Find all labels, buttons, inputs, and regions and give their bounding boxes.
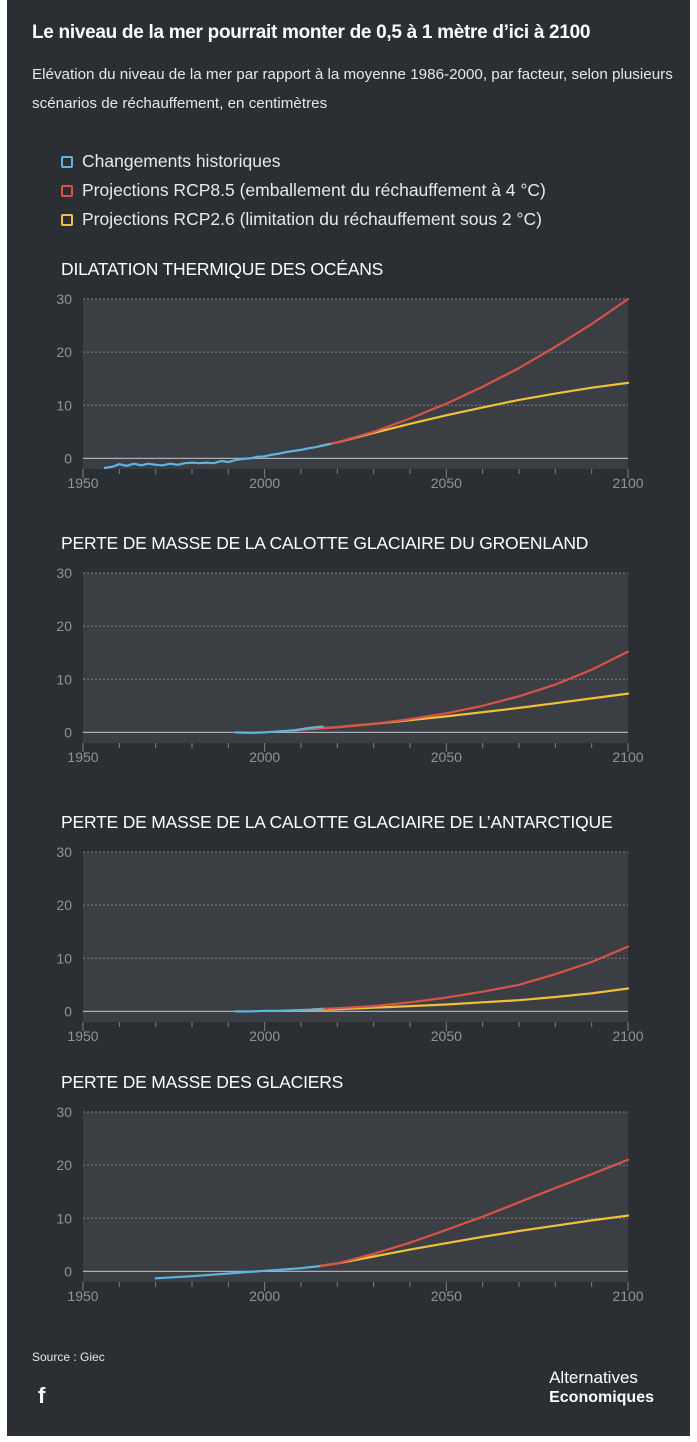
series-line-rcp26 (292, 987, 630, 1012)
y-tick-label: 0 (64, 450, 72, 466)
series-line-rcp85 (292, 945, 630, 1012)
infographic-frame: Le niveau de la mer pourrait monter de 0… (7, 0, 690, 1436)
y-tick-label: 10 (56, 1210, 72, 1226)
legend-swatch-historical (61, 155, 73, 168)
series-line-rcp85 (318, 297, 630, 448)
chart-title-glaciers: PERTE DE MASSE DES GLACIERS (61, 1072, 344, 1092)
series-line-historical (154, 1265, 321, 1280)
y-tick-label: 20 (56, 1157, 72, 1173)
logo: Alternatives Economiques (549, 1368, 654, 1408)
plot-area (83, 299, 628, 469)
x-tick-label: 1950 (67, 1028, 98, 1044)
x-tick-label: 2050 (431, 749, 462, 765)
plot-area (83, 852, 628, 1022)
x-tick-label: 1950 (67, 749, 98, 765)
y-tick-label: 10 (56, 397, 72, 413)
legend-item-rcp26: Projections RCP2.6 (limitation du réchau… (61, 205, 546, 234)
x-tick-label: 2050 (431, 1288, 462, 1304)
y-tick-label: 30 (56, 1104, 72, 1120)
legend-swatch-rcp26 (61, 213, 73, 226)
y-tick-label: 30 (56, 291, 72, 307)
series-line-historical (234, 725, 324, 734)
chart-title-greenland: PERTE DE MASSE DE LA CALOTTE GLACIAIRE D… (61, 533, 589, 553)
plot-area (83, 573, 628, 743)
x-tick-label: 1950 (67, 1288, 98, 1304)
chart-title-thermal: DILATATION THERMIQUE DES OCÉANS (61, 259, 384, 279)
legend: Changements historiques Projections RCP8… (61, 147, 546, 234)
page-subtitle: Elévation du niveau de la mer par rappor… (32, 66, 673, 112)
source-note: Source : Giec (32, 1350, 105, 1364)
y-tick-label: 10 (56, 950, 72, 966)
series-line-historical (234, 1007, 324, 1013)
y-tick-label: 0 (64, 724, 72, 740)
y-tick-label: 20 (56, 897, 72, 913)
y-tick-label: 30 (56, 844, 72, 860)
logo-line-2: Economiques (549, 1389, 654, 1406)
series-line-historical (103, 442, 332, 469)
logo-line-1: Alternatives (549, 1368, 638, 1387)
y-tick-label: 10 (56, 671, 72, 687)
series-line-rcp26 (318, 1214, 630, 1268)
chart-title-antarctic: PERTE DE MASSE DE LA CALOTTE GLACIAIRE D… (61, 812, 613, 832)
legend-swatch-rcp85 (61, 184, 73, 197)
plot-area (83, 1112, 628, 1282)
x-tick-label: 2000 (249, 1288, 280, 1304)
chart-thermal: 0 10 20 30 1950 2000 2050 2100 (56, 291, 643, 491)
legend-item-historical: Changements historiques (61, 147, 546, 176)
facebook-icon[interactable]: f (38, 1383, 46, 1408)
x-tick-label: 2000 (249, 475, 280, 491)
legend-item-rcp85: Projections RCP8.5 (emballement du récha… (61, 176, 546, 205)
y-tick-label: 30 (56, 565, 72, 581)
x-tick-label: 2000 (249, 749, 280, 765)
x-tick-label: 2100 (612, 1028, 643, 1044)
x-tick-label: 2100 (612, 749, 643, 765)
y-tick-label: 20 (56, 344, 72, 360)
page-title: Le niveau de la mer pourrait monter de 0… (32, 22, 591, 43)
legend-label-historical: Changements historiques (82, 151, 281, 171)
y-tick-label: 0 (64, 1263, 72, 1279)
x-tick-label: 1950 (67, 475, 98, 491)
chart-antarctic: 0 10 20 30 1950 2000 2050 2100 (56, 844, 643, 1044)
x-tick-label: 2050 (431, 475, 462, 491)
y-tick-label: 0 (64, 1003, 72, 1019)
chart-glaciers: 0 10 20 30 1950 2000 2050 2100 (56, 1104, 643, 1304)
y-tick-label: 20 (56, 618, 72, 634)
chart-greenland: 0 10 20 30 1950 2000 2050 2100 (56, 565, 643, 765)
x-tick-label: 2050 (431, 1028, 462, 1044)
x-tick-label: 2100 (612, 475, 643, 491)
legend-label-rcp85: Projections RCP8.5 (emballement du récha… (82, 180, 546, 200)
series-line-rcp85 (292, 650, 630, 732)
legend-label-rcp26: Projections RCP2.6 (limitation du réchau… (82, 209, 542, 229)
x-tick-label: 2100 (612, 1288, 643, 1304)
x-tick-label: 2000 (249, 1028, 280, 1044)
series-line-rcp85 (318, 1158, 630, 1268)
